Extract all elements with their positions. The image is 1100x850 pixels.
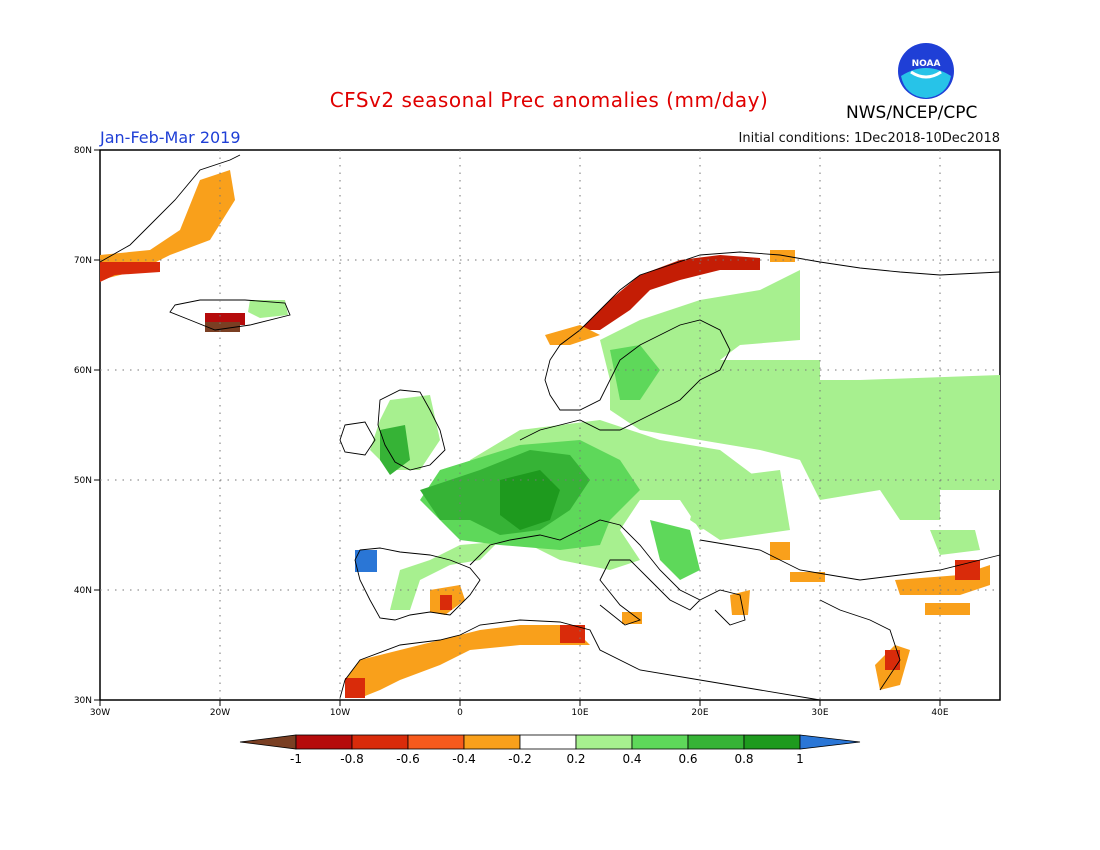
colorbar-swatch — [575, 734, 633, 750]
patch-light-green-north — [600, 270, 1000, 520]
anomaly-shading — [100, 170, 1000, 698]
patch-brown-iceland — [205, 322, 240, 332]
colorbar-right-arrow — [799, 734, 861, 750]
logo-text: NOAA — [912, 59, 941, 69]
patch-blue-iberia — [355, 550, 377, 572]
lat-tick-label: 80N — [74, 146, 92, 156]
colorbar-swatch — [295, 734, 353, 750]
colorbar-swatch — [351, 734, 409, 750]
patch-green-scandinavia — [610, 345, 660, 400]
colorbar-tick-label: 0.8 — [734, 752, 754, 766]
coastlines — [99, 154, 1001, 701]
colorbar-swatch — [463, 734, 521, 750]
patch-orange-norway — [545, 325, 600, 345]
colorbar-tick-label: -0.2 — [508, 752, 532, 766]
patch-light-green-iceland — [248, 300, 288, 318]
lon-tick-label: 10E — [571, 708, 588, 718]
lon-tick-label: 30W — [90, 708, 110, 718]
colorbar-tick-label: 0.4 — [622, 752, 642, 766]
patch-orange-turkey-south — [925, 603, 970, 615]
patch-orange-greenland — [100, 170, 235, 280]
patch-red-norway — [580, 255, 760, 330]
patch-dark-green-ireland — [380, 425, 410, 475]
patch-red-spain — [440, 595, 452, 610]
lon-tick-label: 0 — [457, 708, 463, 718]
patch-red-tunisia — [560, 625, 585, 643]
lon-tick-label: 20E — [691, 708, 708, 718]
map-title-text: CFSv2 seasonal Prec anomalies (mm/day) — [329, 88, 769, 112]
patch-light-green-east-europe — [690, 470, 790, 540]
axis-ticks — [94, 149, 941, 706]
map-title: CFSv2 seasonal Prec anomalies (mm/day) — [0, 88, 1100, 112]
colorbar-tick-label: -0.6 — [396, 752, 420, 766]
colorbar-tick-label: -0.4 — [452, 752, 476, 766]
colorbar-swatch — [743, 734, 801, 750]
colorbar-swatch — [519, 734, 577, 750]
patch-green-balkans — [650, 520, 700, 580]
patch-orange-greece — [730, 590, 750, 615]
season-label: Jan-Feb-Mar 2019 — [100, 128, 241, 147]
lon-tick-labels: 30W 20W 10W 0 10E 20E 30E 40E — [90, 708, 949, 718]
lon-tick-label: 30E — [811, 708, 828, 718]
graticule — [100, 150, 1000, 700]
colorbar-swatch — [687, 734, 745, 750]
patch-red-greenland — [100, 262, 160, 282]
patch-light-green-caucasus — [930, 530, 980, 555]
lon-tick-label: 20W — [210, 708, 230, 718]
noaa-logo: NOAA — [898, 43, 954, 99]
colorbar-tick-label: 1 — [796, 752, 804, 766]
lat-tick-label: 50N — [74, 476, 92, 486]
lon-tick-label: 40E — [931, 708, 948, 718]
colorbar-left-arrow — [239, 734, 297, 750]
lon-tick-label: 10W — [330, 708, 350, 718]
patch-red-morocco — [345, 678, 365, 698]
lat-tick-label: 40N — [74, 586, 92, 596]
colorbar-swatch — [631, 734, 689, 750]
colorbar — [239, 734, 861, 750]
colorbar-tick-label: -0.8 — [340, 752, 364, 766]
patch-orange-balkan-east — [770, 542, 790, 560]
lat-tick-labels: 80N 70N 60N 50N 40N 30N — [74, 146, 92, 706]
lat-tick-label: 60N — [74, 366, 92, 376]
lat-tick-label: 30N — [74, 696, 92, 706]
patch-orange-north-africa — [345, 625, 590, 698]
colorbar-tick-label: 0.2 — [566, 752, 586, 766]
patch-orange-aegean — [790, 572, 825, 582]
patch-orange-turkey — [895, 565, 990, 595]
patch-dark-green-germany — [500, 470, 560, 530]
colorbar-swatch — [407, 734, 465, 750]
patch-orange-kola — [770, 250, 795, 262]
initial-conditions-label: Initial conditions: 1Dec2018-10Dec2018 — [738, 131, 1000, 146]
colorbar-tick-label: -1 — [290, 752, 302, 766]
agency-label: NWS/NCEP/CPC — [846, 103, 978, 123]
lat-tick-label: 70N — [74, 256, 92, 266]
colorbar-tick-label: 0.6 — [678, 752, 698, 766]
